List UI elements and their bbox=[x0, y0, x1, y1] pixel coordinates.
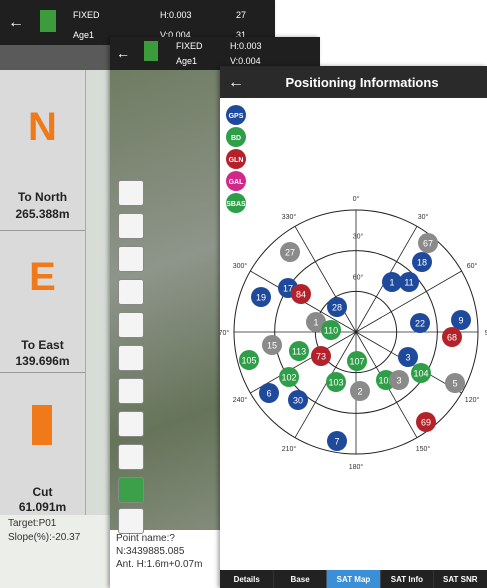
satellite-id: 3 bbox=[396, 376, 401, 386]
age: Age1 bbox=[176, 56, 197, 66]
azimuth-label: 270° bbox=[220, 329, 229, 337]
satellite-id: 107 bbox=[349, 357, 364, 367]
satellite-id: 104 bbox=[413, 369, 428, 379]
tool-map[interactable] bbox=[118, 378, 144, 404]
elevation-label: 30° bbox=[353, 233, 364, 241]
tool-compass[interactable] bbox=[118, 246, 144, 272]
north-value: 265.388m bbox=[0, 207, 85, 221]
satellite-id: 68 bbox=[447, 333, 457, 343]
header-title: Positioning Informations bbox=[285, 75, 438, 90]
target: Target:P01 bbox=[8, 518, 56, 529]
legend-label: BD bbox=[231, 135, 241, 142]
legend-label: SBAS bbox=[226, 201, 246, 208]
azimuth-label: 180° bbox=[349, 463, 364, 471]
satellite-id: 19 bbox=[256, 293, 266, 303]
satellite-id: 28 bbox=[332, 303, 342, 313]
satellite-id: 110 bbox=[324, 326, 338, 336]
satellite-id: 67 bbox=[423, 239, 433, 249]
satellite-id: 103 bbox=[328, 378, 343, 388]
tab-label: SAT Info bbox=[391, 575, 423, 584]
tool-zoom[interactable] bbox=[118, 411, 144, 437]
azimuth-label: 300° bbox=[233, 262, 248, 270]
satellite-id: 27 bbox=[285, 248, 295, 258]
satellite-id: 7 bbox=[334, 437, 339, 447]
satellite-id: 15 bbox=[267, 341, 277, 351]
satellite-id: 9 bbox=[458, 316, 463, 326]
satellite-id: 6 bbox=[266, 389, 271, 399]
satellite-id: 73 bbox=[316, 352, 326, 362]
legend-label: GPS bbox=[229, 113, 244, 120]
h-precision: H:0.003 bbox=[160, 10, 192, 20]
tool-point[interactable] bbox=[118, 279, 144, 305]
east-letter: E bbox=[0, 255, 85, 300]
back-button[interactable]: ← bbox=[8, 14, 24, 32]
back-button[interactable]: ← bbox=[116, 45, 130, 61]
satellite-id: 105 bbox=[241, 356, 256, 366]
tool-more[interactable] bbox=[118, 508, 144, 534]
screen-positioning: ← Positioning Informations 0°30°60°90°12… bbox=[220, 66, 487, 588]
east-value: 139.696m bbox=[0, 354, 85, 368]
satellite-id: 30 bbox=[293, 396, 303, 406]
satellite-id: 113 bbox=[292, 347, 306, 357]
satellite-id: 1 bbox=[389, 278, 394, 288]
azimuth-label: 0° bbox=[353, 195, 360, 203]
tool-layers[interactable] bbox=[118, 180, 144, 206]
fix-status: FIXED bbox=[176, 41, 203, 51]
satellite-id: 2 bbox=[357, 387, 362, 397]
sky-plot: ← Positioning Informations 0°30°60°90°12… bbox=[220, 66, 487, 588]
legend-label: GLN bbox=[229, 157, 244, 164]
gnss-icon bbox=[144, 41, 158, 61]
satellite-id: 18 bbox=[417, 258, 427, 268]
legend-label: GAL bbox=[229, 179, 245, 186]
tool-center[interactable] bbox=[118, 444, 144, 470]
northing: N:3439885.085 bbox=[116, 546, 184, 557]
satellite-id: 22 bbox=[415, 319, 425, 329]
page: ← FIXED Age1 H:0.003 V:0.004 27 31 N To … bbox=[0, 0, 487, 588]
azimuth-label: 120° bbox=[465, 396, 480, 404]
satellite-id: 84 bbox=[296, 290, 306, 300]
azimuth-line bbox=[295, 226, 356, 332]
tab-label: SAT Map bbox=[337, 575, 371, 584]
azimuth-label: 150° bbox=[416, 445, 431, 453]
slope: Slope(%):-20.37 bbox=[8, 532, 80, 543]
antenna-height: Ant. H:1.6m+0.07m bbox=[116, 559, 202, 570]
age: Age1 bbox=[73, 30, 94, 40]
tool-survey[interactable] bbox=[118, 312, 144, 338]
azimuth-label: 60° bbox=[467, 262, 478, 270]
v-precision: V:0.004 bbox=[230, 56, 261, 66]
cut-arrow bbox=[32, 405, 52, 445]
east-label: To East bbox=[0, 338, 85, 352]
satellite-id: 5 bbox=[452, 379, 457, 389]
guide-panel: N To North 265.388m E To East 139.696m C… bbox=[0, 70, 86, 515]
satellite-id: 69 bbox=[421, 418, 431, 428]
tab-label: SAT SNR bbox=[443, 575, 478, 584]
fix-status: FIXED bbox=[73, 10, 100, 20]
satellite-id: 1 bbox=[313, 318, 318, 328]
cut-label: Cut bbox=[0, 485, 85, 499]
azimuth-label: 210° bbox=[282, 445, 297, 453]
azimuth-label: 330° bbox=[282, 213, 297, 221]
sat-count: 27 bbox=[236, 10, 246, 20]
elevation-label: 60° bbox=[353, 273, 364, 281]
north-letter: N bbox=[0, 105, 85, 150]
satellite-id: 3 bbox=[405, 353, 410, 363]
satellite-id: 11 bbox=[404, 278, 413, 288]
cut-value: 61.091m bbox=[0, 500, 85, 514]
tool-record[interactable] bbox=[118, 477, 144, 503]
satellite-id: 102 bbox=[281, 373, 296, 383]
back-button[interactable]: ← bbox=[228, 74, 244, 91]
tab-label: Details bbox=[234, 575, 261, 584]
tool-locate[interactable] bbox=[118, 213, 144, 239]
point-name: Point name:? bbox=[116, 533, 175, 544]
azimuth-label: 240° bbox=[233, 396, 248, 404]
h-precision: H:0.003 bbox=[230, 41, 262, 51]
gnss-icon bbox=[40, 10, 56, 32]
azimuth-label: 30° bbox=[418, 213, 429, 221]
north-label: To North bbox=[0, 190, 85, 204]
tab-label: Base bbox=[291, 575, 311, 584]
tool-pole[interactable] bbox=[118, 345, 144, 371]
